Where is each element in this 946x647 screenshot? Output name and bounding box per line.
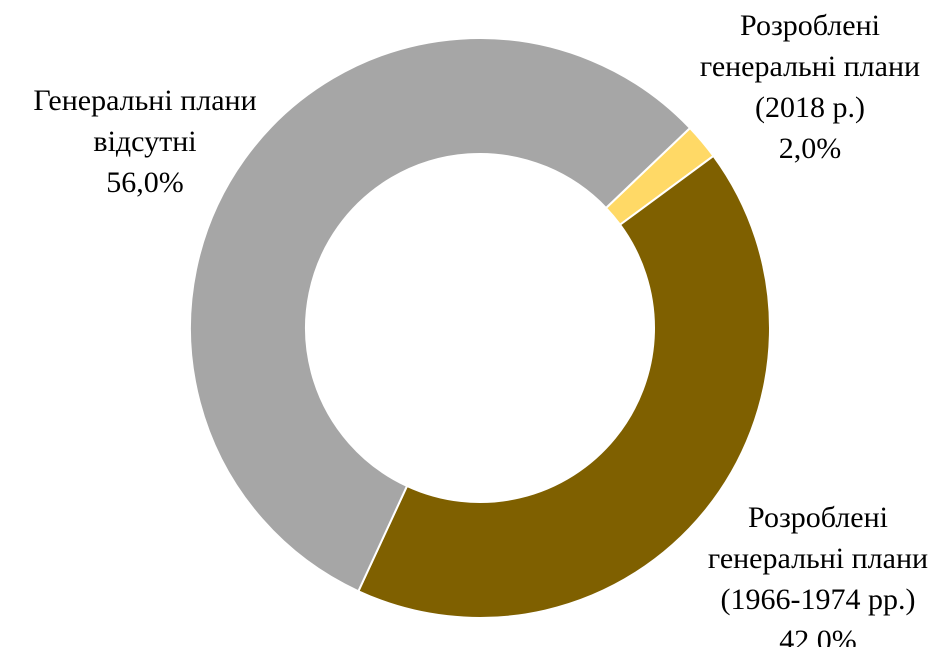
segment-label: генеральні плани — [700, 50, 920, 83]
value-label: 42,0% — [779, 624, 857, 647]
donut-segment — [189, 37, 692, 593]
segment-label: Розроблені — [748, 501, 888, 534]
segment-label: генеральні плани — [708, 542, 928, 575]
value-label: 2,0% — [779, 132, 842, 165]
segment-label: Розроблені — [740, 9, 880, 42]
segment-label: (1966-1974 рр.) — [721, 583, 916, 616]
segment-label: (2018 р.) — [755, 91, 865, 124]
value-label: 56,0% — [106, 166, 184, 199]
segment-label: відсутні — [93, 125, 196, 158]
segment-label: Генеральні плани — [33, 84, 256, 117]
donut-segment — [357, 154, 771, 619]
